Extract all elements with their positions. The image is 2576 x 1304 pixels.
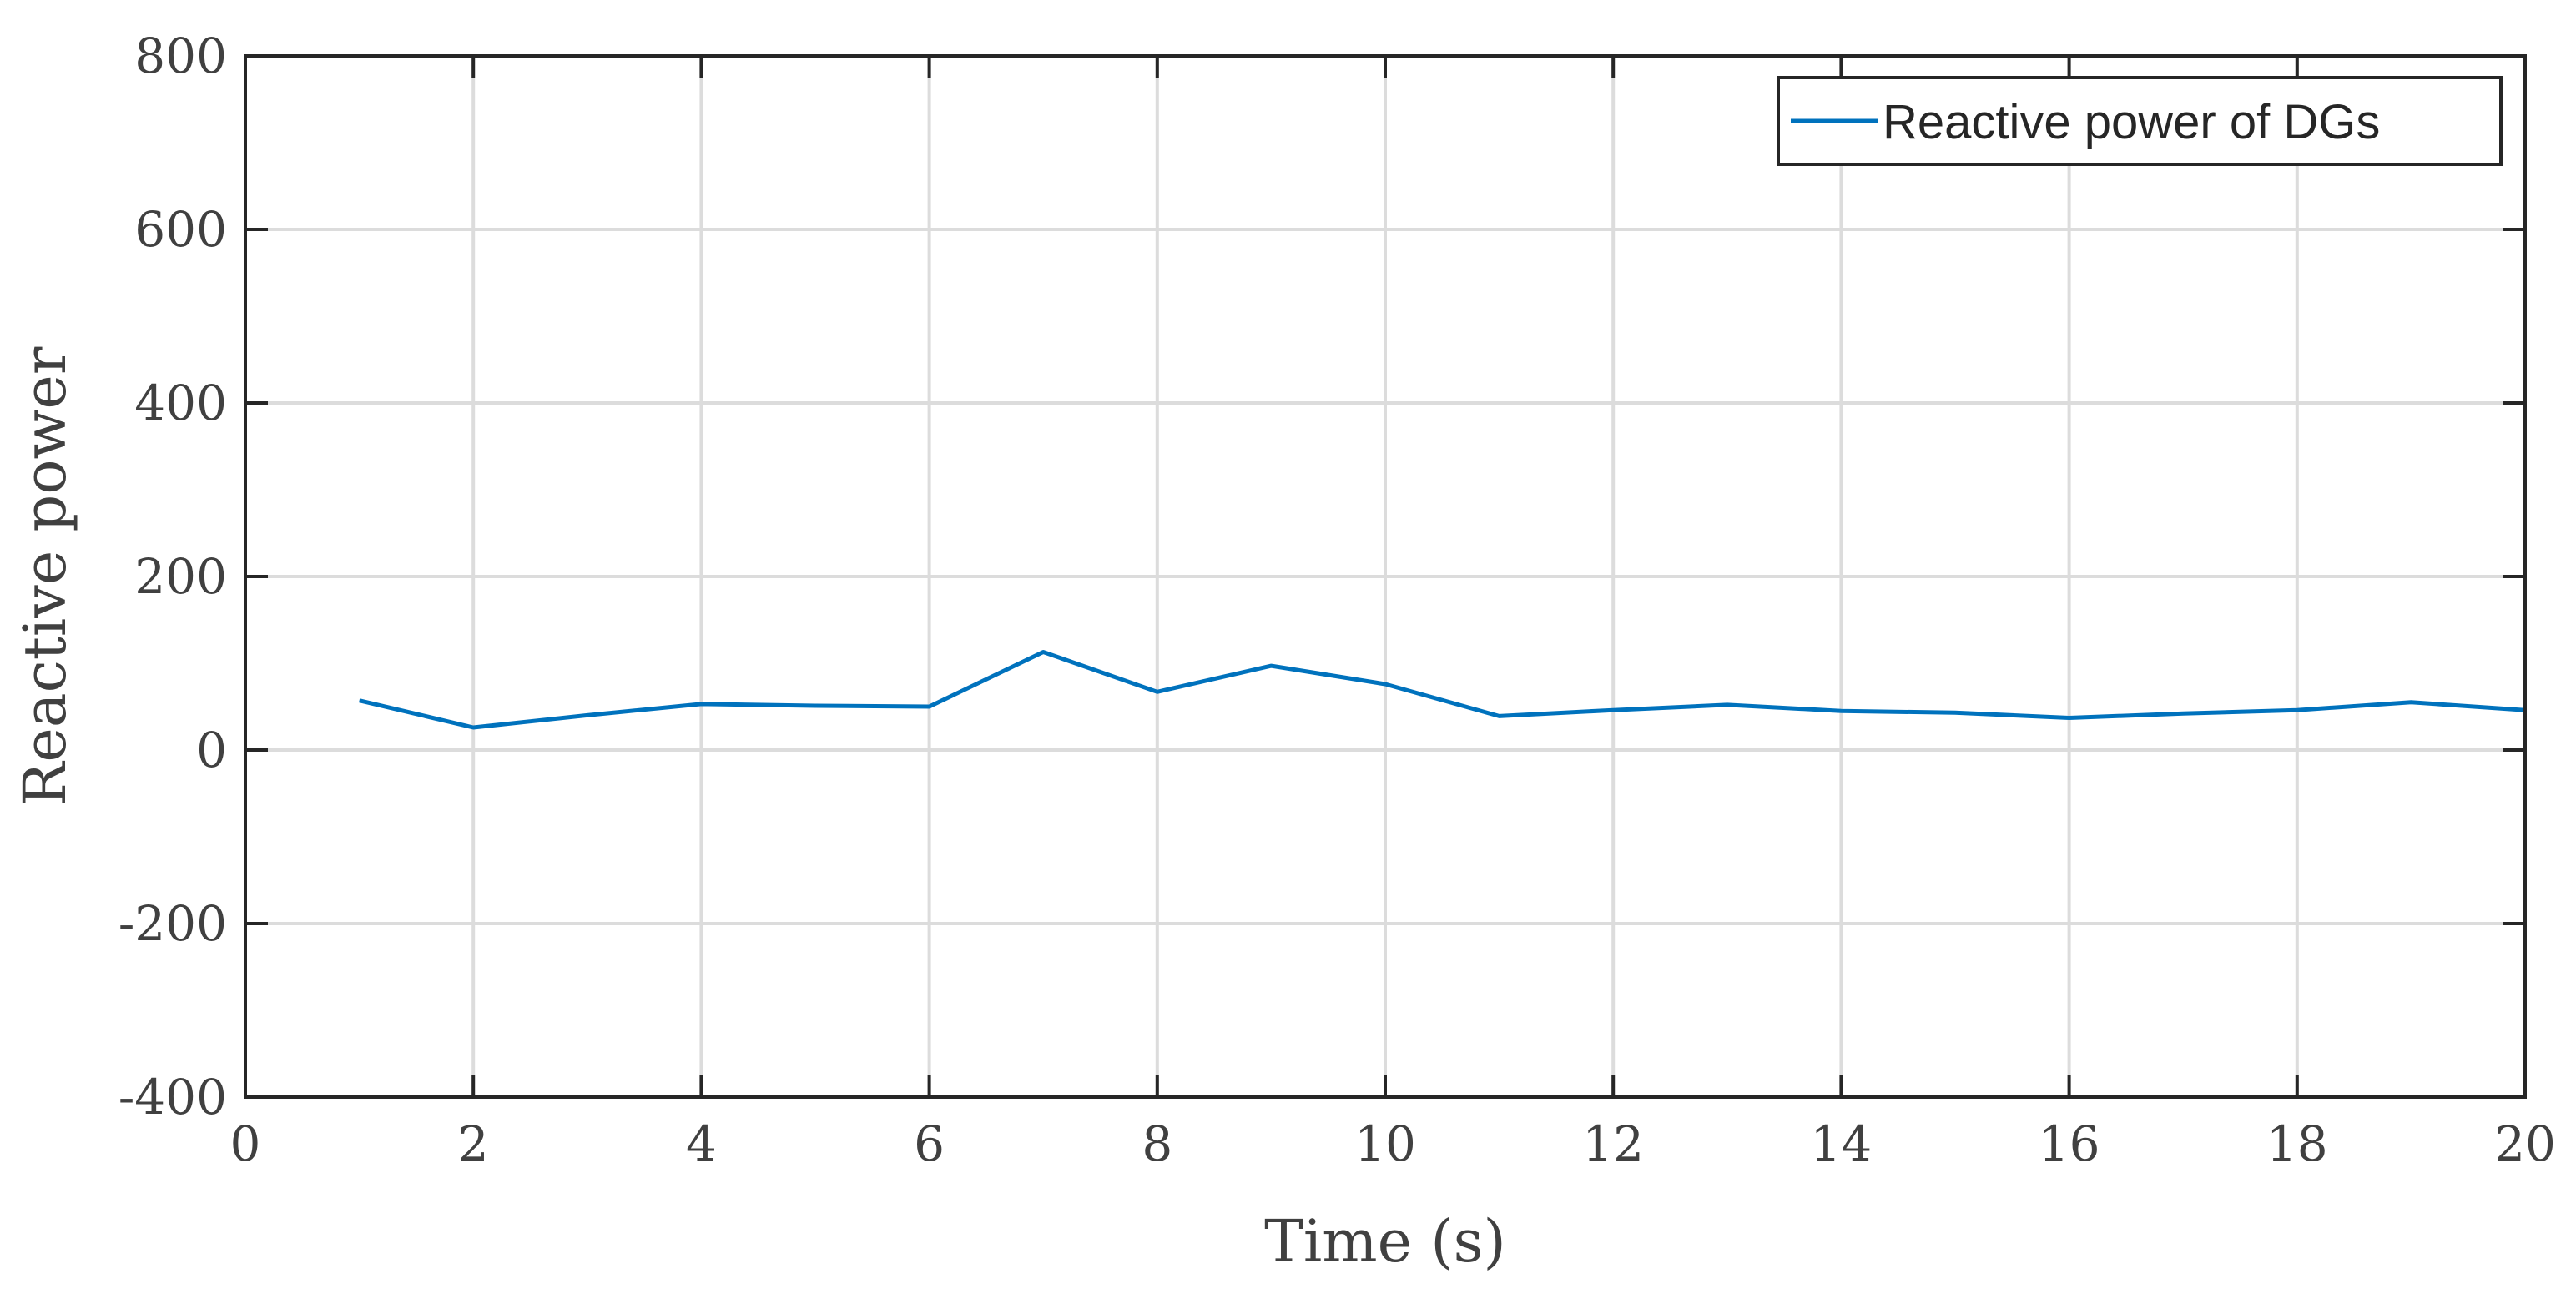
legend: Reactive power of DGs [1777,76,2503,166]
x-tick-label: 6 [914,1115,945,1172]
y-tick-label: -400 [118,1069,227,1125]
x-tick-label: 10 [1354,1115,1416,1172]
y-axis-title: Reactive power [11,346,79,806]
y-tick-label: 0 [196,722,227,778]
series-layer [359,650,2526,730]
x-tick-labels: 0 2 4 6 8 10 12 14 16 18 20 [230,1115,2556,1172]
grid-lines [245,56,2525,1097]
x-tick-label: 12 [1582,1115,1644,1172]
y-tick-labels: -400 -200 0 200 400 600 800 [118,28,227,1125]
x-tick-label: 14 [1810,1115,1872,1172]
x-tick-label: 4 [686,1115,717,1172]
y-tick-label: -200 [118,895,227,952]
x-tick-label: 2 [458,1115,489,1172]
y-tick-label: 600 [134,201,227,258]
x-tick-label: 20 [2494,1115,2556,1172]
y-tick-label: 400 [134,375,227,431]
x-axis-title: Time (s) [1264,1207,1506,1276]
legend-box [1777,76,2503,166]
series-line-0 [359,650,2526,730]
y-tick-label: 800 [134,28,227,84]
y-tick-label: 200 [134,548,227,605]
axis-ticks [244,54,2527,1099]
x-tick-label: 18 [2266,1115,2328,1172]
legend-label: Reactive power of DGs [1883,95,2380,149]
x-tick-label: 16 [2039,1115,2100,1172]
x-tick-label: 0 [230,1115,261,1172]
x-tick-label: 8 [1142,1115,1172,1172]
